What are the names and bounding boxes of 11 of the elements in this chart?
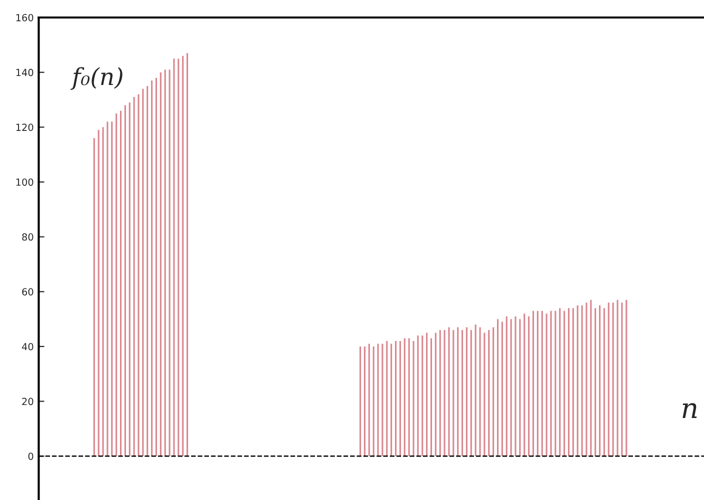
annotation: f₀(n) — [70, 67, 122, 90]
y-tick-label: 140 — [16, 68, 34, 76]
y-tick-label: 160 — [16, 14, 34, 22]
y-tick-label: 0 — [28, 452, 34, 460]
y-tick-label: 120 — [16, 124, 34, 131]
y-tick-label: 60 — [22, 288, 34, 296]
y-tick-label: 100 — [16, 178, 34, 186]
y-tick-label: 80 — [22, 233, 34, 241]
y-tick-label: 40 — [22, 342, 34, 350]
y-tick-label: 20 — [22, 398, 34, 406]
annotation: n — [682, 403, 697, 418]
